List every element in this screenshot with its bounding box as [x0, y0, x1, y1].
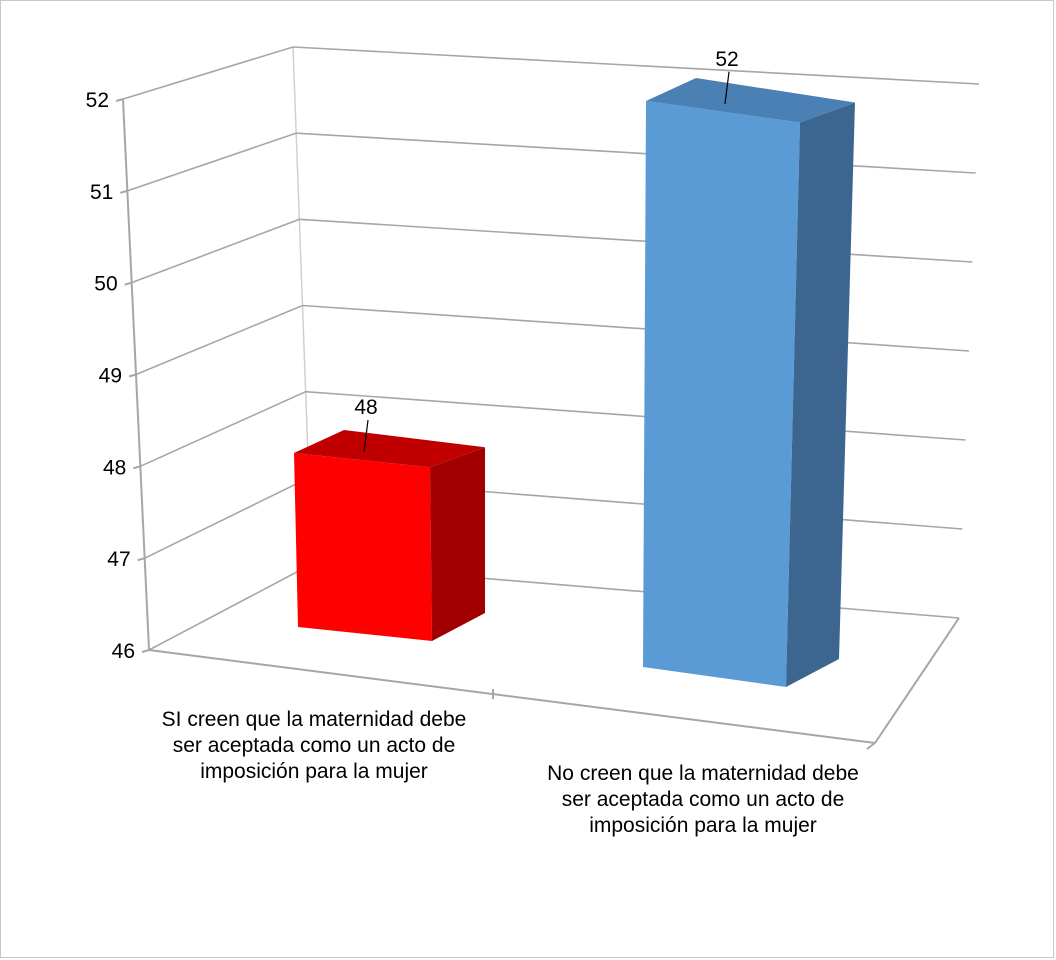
bars — [294, 78, 855, 688]
bar-2-top — [646, 78, 855, 123]
y-tick-mark — [137, 557, 145, 562]
y-axis-ticks: 46 47 48 49 50 51 52 — [86, 89, 150, 663]
y-tick-label: 50 — [94, 273, 117, 296]
data-label-leader — [363, 420, 369, 453]
y-tick-label: 48 — [103, 456, 126, 479]
y-tick-mark — [128, 373, 137, 378]
y-tick-label: 47 — [107, 548, 130, 571]
y-tick-mark — [115, 98, 124, 102]
y-tick-label: 51 — [90, 181, 113, 204]
y-tick-label: 49 — [99, 365, 122, 388]
y-tick-mark — [124, 281, 132, 286]
floor-front-edge — [148, 649, 876, 744]
data-label-1: 48 — [354, 396, 377, 419]
y-tick-mark — [133, 465, 141, 470]
data-labels: 48 52 — [354, 48, 739, 453]
floor-corner-tick — [866, 742, 876, 750]
data-label-2: 52 — [715, 48, 738, 71]
y-tick-label: 46 — [112, 640, 135, 663]
y-tick-mark — [120, 189, 128, 194]
bar-2-front — [643, 101, 800, 687]
bar-2-side — [786, 102, 855, 688]
gridline — [122, 46, 980, 100]
y-tick-label: 52 — [86, 89, 109, 112]
data-label-leader — [724, 71, 730, 104]
bar-1-front — [294, 453, 432, 641]
floor-right-edge — [874, 617, 960, 744]
category-label-1: SI creen que la maternidad debe ser acep… — [161, 708, 467, 783]
bar-1-top — [294, 430, 485, 468]
y-tick-mark — [141, 649, 150, 653]
category-label-2: No creen que la maternidad debe ser acep… — [547, 762, 859, 837]
bar-1-side — [430, 447, 485, 641]
